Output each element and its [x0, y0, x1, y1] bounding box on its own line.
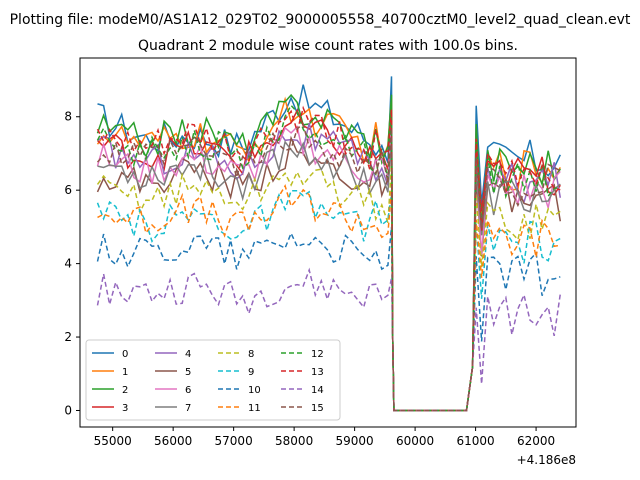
legend-label-15: 15 — [311, 403, 324, 414]
legend-frame — [85, 339, 341, 421]
x-tick-label: 60000 — [396, 434, 434, 448]
series-line-9 — [96, 189, 561, 412]
x-tick-label: 59000 — [336, 434, 374, 448]
x-tick-label: 62000 — [517, 434, 555, 448]
legend-label-1: 1 — [122, 367, 128, 378]
x-tick-label: 58000 — [275, 434, 313, 448]
y-tick-label: 2 — [64, 330, 72, 344]
x-offset-label: +4.186e8 — [517, 453, 576, 467]
legend-label-2: 2 — [122, 385, 128, 396]
x-axis: 55000 56000 57000 58000 59000 60000 61000 62000 — [94, 427, 555, 448]
legend-label-9: 9 — [248, 367, 254, 378]
legend-label-0: 0 — [122, 349, 128, 360]
x-tick-label: 57000 — [215, 434, 253, 448]
y-axis: 0 2 4 6 8 — [64, 110, 80, 417]
legend-label-11: 11 — [248, 403, 261, 414]
legend-label-7: 7 — [185, 403, 191, 414]
series-lines — [96, 76, 562, 412]
legend-label-12: 12 — [311, 349, 324, 360]
x-tick-label: 55000 — [94, 434, 132, 448]
legend-label-6: 6 — [185, 385, 191, 396]
legend-label-5: 5 — [185, 367, 191, 378]
y-tick-label: 6 — [64, 183, 72, 197]
legend-label-4: 4 — [185, 349, 191, 360]
chart-suptitle: Plotting file: modeM0/AS1A12_029T02_9000… — [10, 12, 631, 28]
legend-label-10: 10 — [248, 385, 261, 396]
legend-label-8: 8 — [248, 349, 254, 360]
plot-frame — [79, 57, 577, 428]
series-line-8 — [96, 164, 561, 412]
series-line-14 — [96, 267, 562, 412]
y-tick-label: 8 — [64, 110, 72, 124]
series-line-11 — [97, 184, 561, 412]
legend-label-14: 14 — [311, 385, 324, 396]
series-line-15 — [96, 123, 561, 412]
legend-label-3: 3 — [122, 403, 128, 414]
x-tick-label: 56000 — [154, 434, 192, 448]
x-tick-label: 61000 — [456, 434, 494, 448]
legend-label-13: 13 — [311, 367, 324, 378]
y-tick-label: 0 — [64, 403, 72, 417]
series-line-10 — [96, 226, 561, 412]
chart-title: Quadrant 2 module wise count rates with … — [138, 38, 518, 54]
series-line-6 — [96, 125, 561, 412]
y-tick-label: 4 — [64, 257, 72, 271]
series-line-3 — [96, 108, 561, 412]
